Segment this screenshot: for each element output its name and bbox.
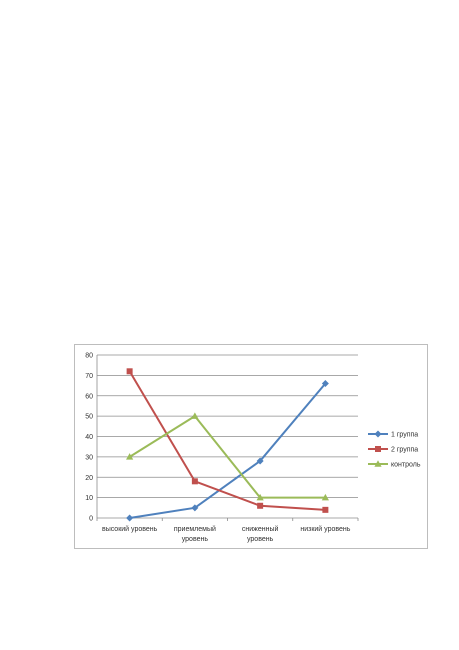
y-tick-label: 40 xyxy=(85,434,93,441)
legend-marker xyxy=(374,460,382,467)
legend-label: контроль xyxy=(391,462,421,469)
data-point xyxy=(256,493,264,501)
x-tick-label: приемлемый xyxy=(174,525,216,533)
data-point xyxy=(257,502,264,509)
y-tick-label: 50 xyxy=(85,414,93,421)
data-point xyxy=(191,478,198,485)
legend-label: 2 группа xyxy=(391,447,418,454)
series-line xyxy=(129,415,326,499)
series-line xyxy=(129,382,327,519)
legend-item: 1 группа xyxy=(368,430,418,439)
line-chart: 0 10 20 30 40 50 60 70 80 высокий уровень приемле… xyxy=(85,353,421,544)
series-3 xyxy=(126,412,329,501)
data-point xyxy=(126,453,134,460)
series-line xyxy=(128,370,326,511)
legend: 1 группа 2 группа контроль xyxy=(368,430,421,469)
data-point xyxy=(321,493,329,501)
data-point xyxy=(191,504,199,512)
data-point xyxy=(322,506,329,513)
y-tick-label: 80 xyxy=(85,353,93,360)
gridlines xyxy=(97,354,358,499)
y-tick-label: 10 xyxy=(85,495,93,502)
data-point xyxy=(191,412,199,419)
legend-item: контроль xyxy=(368,460,421,469)
axes xyxy=(96,355,359,521)
x-tick-label: сниженный xyxy=(242,525,279,533)
legend-item: 2 группа xyxy=(368,446,418,454)
x-tick-label: уровень xyxy=(182,536,209,543)
series-2 xyxy=(126,368,329,513)
x-axis-tick-labels: высокий уровень приемлемый уровень сниженны… xyxy=(102,525,351,543)
legend-marker xyxy=(374,430,382,438)
series-1 xyxy=(126,380,329,522)
y-tick-label: 60 xyxy=(85,393,93,400)
chart-container: 0 10 20 30 40 50 60 70 80 высокий уровень приемле… xyxy=(74,344,428,549)
y-tick-label: 0 xyxy=(89,516,93,523)
data-point xyxy=(321,380,329,388)
data-point xyxy=(126,368,133,375)
series-lines xyxy=(126,368,329,522)
y-tick-label: 20 xyxy=(85,475,93,482)
legend-marker xyxy=(375,446,381,452)
y-tick-label: 30 xyxy=(85,454,93,461)
data-point xyxy=(256,457,264,465)
y-axis-tick-labels: 0 10 20 30 40 50 60 70 80 xyxy=(85,353,93,523)
y-tick-label: 70 xyxy=(85,373,93,380)
legend-label: 1 группа xyxy=(391,432,418,439)
x-tick-label: уровень xyxy=(247,536,274,543)
x-tick-label: высокий уровень xyxy=(102,525,158,533)
x-tick-label: низкий уровень xyxy=(300,525,350,533)
data-point xyxy=(126,514,134,522)
